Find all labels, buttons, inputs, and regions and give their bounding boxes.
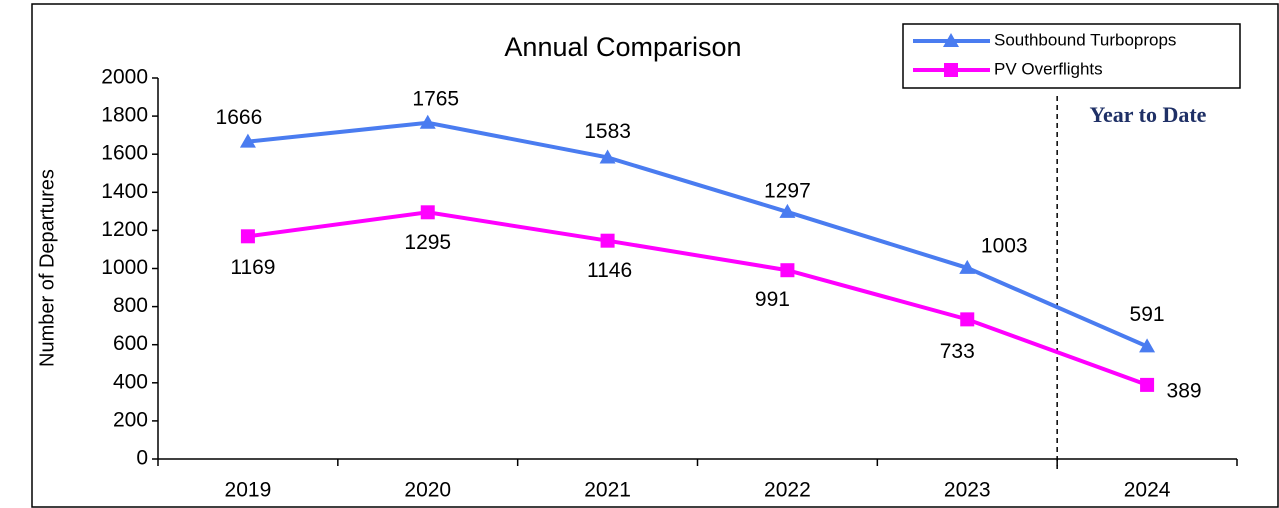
marker [779,203,796,218]
y-axis-label: Number of Departures [36,169,58,367]
x-tick-label: 2023 [944,479,991,502]
marker [1139,338,1156,353]
marker [959,259,976,274]
data-label: 389 [1167,379,1202,402]
y-tick-label: 0 [136,447,148,470]
y-tick-label: 800 [113,294,148,317]
y-tick-label: 200 [113,408,148,431]
data-label: 1146 [587,259,632,282]
x-tick-label: 2020 [404,479,451,502]
marker [600,233,615,248]
y-tick-label: 1200 [101,218,148,241]
y-tick-label: 1600 [101,142,148,165]
marker [420,205,435,220]
series-line [247,120,1148,349]
marker [599,149,616,164]
x-tick-label: 2019 [225,479,272,502]
marker [780,263,795,278]
marker [419,114,436,129]
marker [1140,377,1155,392]
chart-title: Annual Comparison [504,32,741,62]
y-tick-label: 1400 [101,180,148,203]
y-tick-label: 600 [113,332,148,355]
series-line [247,210,1148,387]
data-label: 1295 [404,231,451,254]
data-label: 733 [940,340,975,363]
data-label: 1169 [230,256,275,279]
marker [944,63,958,77]
data-label: 1765 [412,87,459,110]
x-tick-label: 2021 [584,479,631,502]
y-tick-label: 1800 [101,104,148,127]
x-tick-label: 2022 [764,479,811,502]
data-label: 1297 [764,179,811,202]
data-label: 1003 [981,234,1028,257]
marker [239,133,256,148]
legend-box [902,23,1241,89]
y-tick-label: 400 [113,370,148,393]
data-label: 1583 [584,120,631,143]
marker [240,229,255,244]
legend-label: Southbound Turboprops [994,30,1176,49]
y-tick-label: 2000 [101,66,148,89]
y-tick-label: 1000 [101,256,148,279]
x-tick-label: 2024 [1124,479,1171,502]
legend-label: PV Overflights [994,59,1103,78]
data-label: 1666 [216,106,263,129]
marker [960,312,975,327]
annotation: Year to Date [1090,102,1207,127]
marker [943,33,959,47]
data-label: 591 [1130,303,1165,326]
data-label: 991 [755,288,790,311]
